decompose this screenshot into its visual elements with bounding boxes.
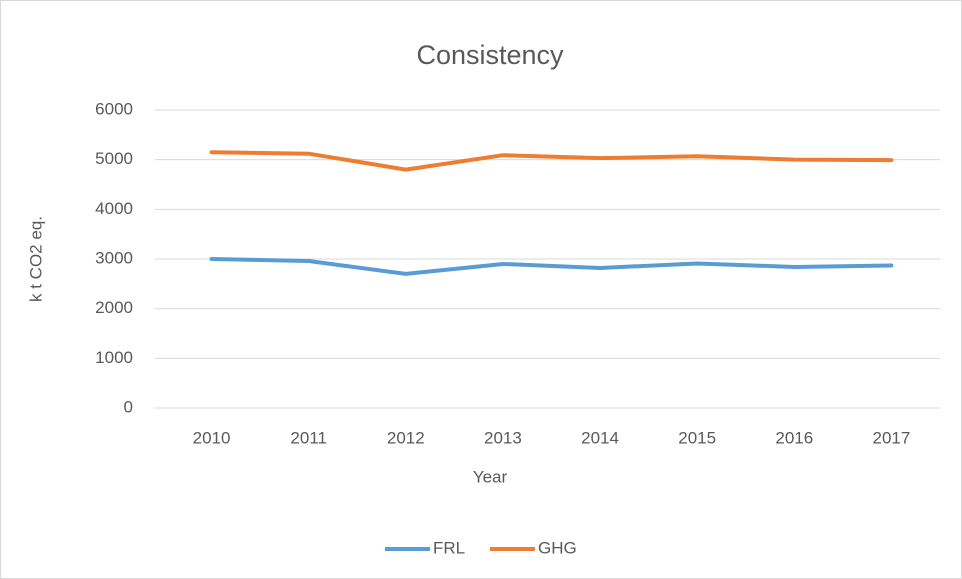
y-axis-label: k t CO2 eq. [26,216,45,302]
x-tick-label: 2015 [678,428,716,447]
x-tick-label: 2014 [581,428,619,447]
y-tick-label: 6000 [95,99,133,118]
legend-label: GHG [538,538,577,557]
y-tick-label: 1000 [95,348,133,367]
series-line [209,257,894,276]
y-tick-label: 0 [124,397,133,416]
x-tick-label: 2011 [290,428,327,447]
legend-label: FRL [433,538,465,557]
x-tick-label: 2010 [193,428,231,447]
y-tick-label: 3000 [95,248,133,267]
chart-title: Consistency [416,40,564,70]
y-tick-label: 4000 [95,199,133,218]
series-line [209,150,894,172]
y-tick-label: 5000 [95,149,133,168]
x-tick-label: 2017 [873,428,911,447]
y-tick-label: 2000 [95,298,133,317]
x-tick-label: 2013 [484,428,522,447]
x-axis-label: Year [473,467,508,486]
x-tick-label: 2012 [387,428,425,447]
x-tick-label: 2016 [775,428,813,447]
